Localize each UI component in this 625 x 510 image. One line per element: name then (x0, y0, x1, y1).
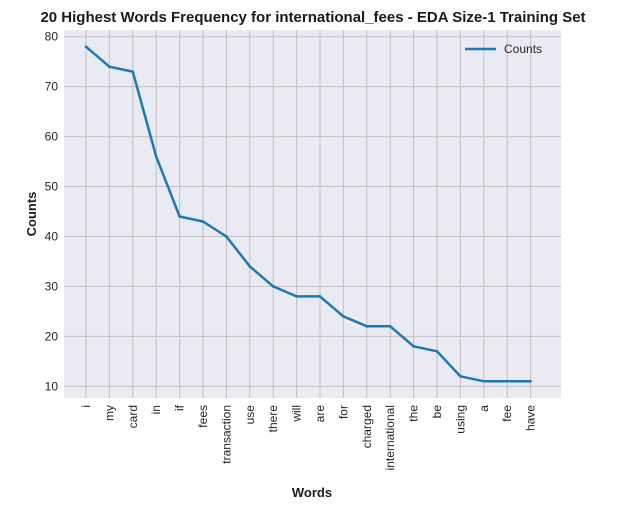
x-tick-label: in (149, 405, 163, 414)
plot-area (64, 30, 561, 398)
data-point (318, 295, 322, 298)
data-point (108, 65, 111, 69)
y-tick-label: 30 (45, 279, 59, 293)
data-point (225, 235, 228, 238)
x-axis: i my card in if fees transaction use there will ar… (79, 404, 538, 470)
x-tick-label: i (79, 405, 93, 408)
x-tick-label: using (453, 405, 467, 434)
y-tick-label: 60 (45, 130, 59, 144)
data-point (342, 315, 345, 318)
data-point (365, 325, 369, 328)
x-tick-label: there (266, 405, 280, 433)
x-tick-label: be (430, 405, 444, 419)
series-layer (84, 45, 532, 383)
x-tick-label: if (173, 404, 187, 411)
y-axis-label: Counts (24, 192, 39, 237)
legend-label-counts: Counts (504, 42, 542, 56)
x-tick-label: are (313, 405, 327, 423)
x-tick-label: the (407, 405, 421, 422)
y-tick-label: 10 (45, 379, 59, 393)
data-point (412, 345, 415, 348)
series-line-counts (85, 45, 531, 383)
data-point (201, 220, 205, 223)
data-point (84, 45, 88, 49)
x-tick-label: charged (360, 405, 374, 448)
data-point (131, 70, 135, 73)
data-point (154, 155, 158, 158)
data-point (529, 379, 532, 383)
data-point (459, 374, 462, 378)
data-point (271, 285, 275, 288)
x-tick-label: have (524, 405, 538, 431)
x-tick-label: card (126, 405, 140, 428)
data-point (482, 379, 486, 383)
y-tick-label: 70 (45, 80, 59, 94)
data-point (388, 325, 392, 328)
data-point (505, 379, 509, 383)
y-tick-label: 20 (45, 329, 59, 343)
x-tick-label: fee (500, 405, 514, 422)
data-point (248, 265, 252, 268)
x-tick-label: a (477, 405, 491, 412)
y-tick-label: 80 (45, 30, 59, 44)
legend: Counts (465, 42, 542, 56)
x-tick-label: transaction (219, 405, 233, 464)
x-tick-label: use (243, 405, 257, 425)
grid (64, 30, 561, 398)
x-tick-label: my (102, 405, 116, 421)
data-point (435, 350, 439, 353)
data-point (295, 295, 298, 298)
x-axis-label: Words (292, 485, 332, 500)
x-tick-label: will (290, 405, 304, 423)
y-tick-label: 40 (45, 229, 59, 243)
data-point (178, 215, 181, 218)
y-tick-label: 50 (45, 180, 59, 194)
chart-title: 20 Highest Words Frequency for internati… (40, 9, 585, 26)
x-tick-label: international (383, 405, 397, 470)
x-tick-label: for (336, 405, 350, 419)
x-tick-label: fees (196, 405, 210, 428)
y-axis: 10 20 30 40 50 60 70 80 (45, 30, 59, 394)
